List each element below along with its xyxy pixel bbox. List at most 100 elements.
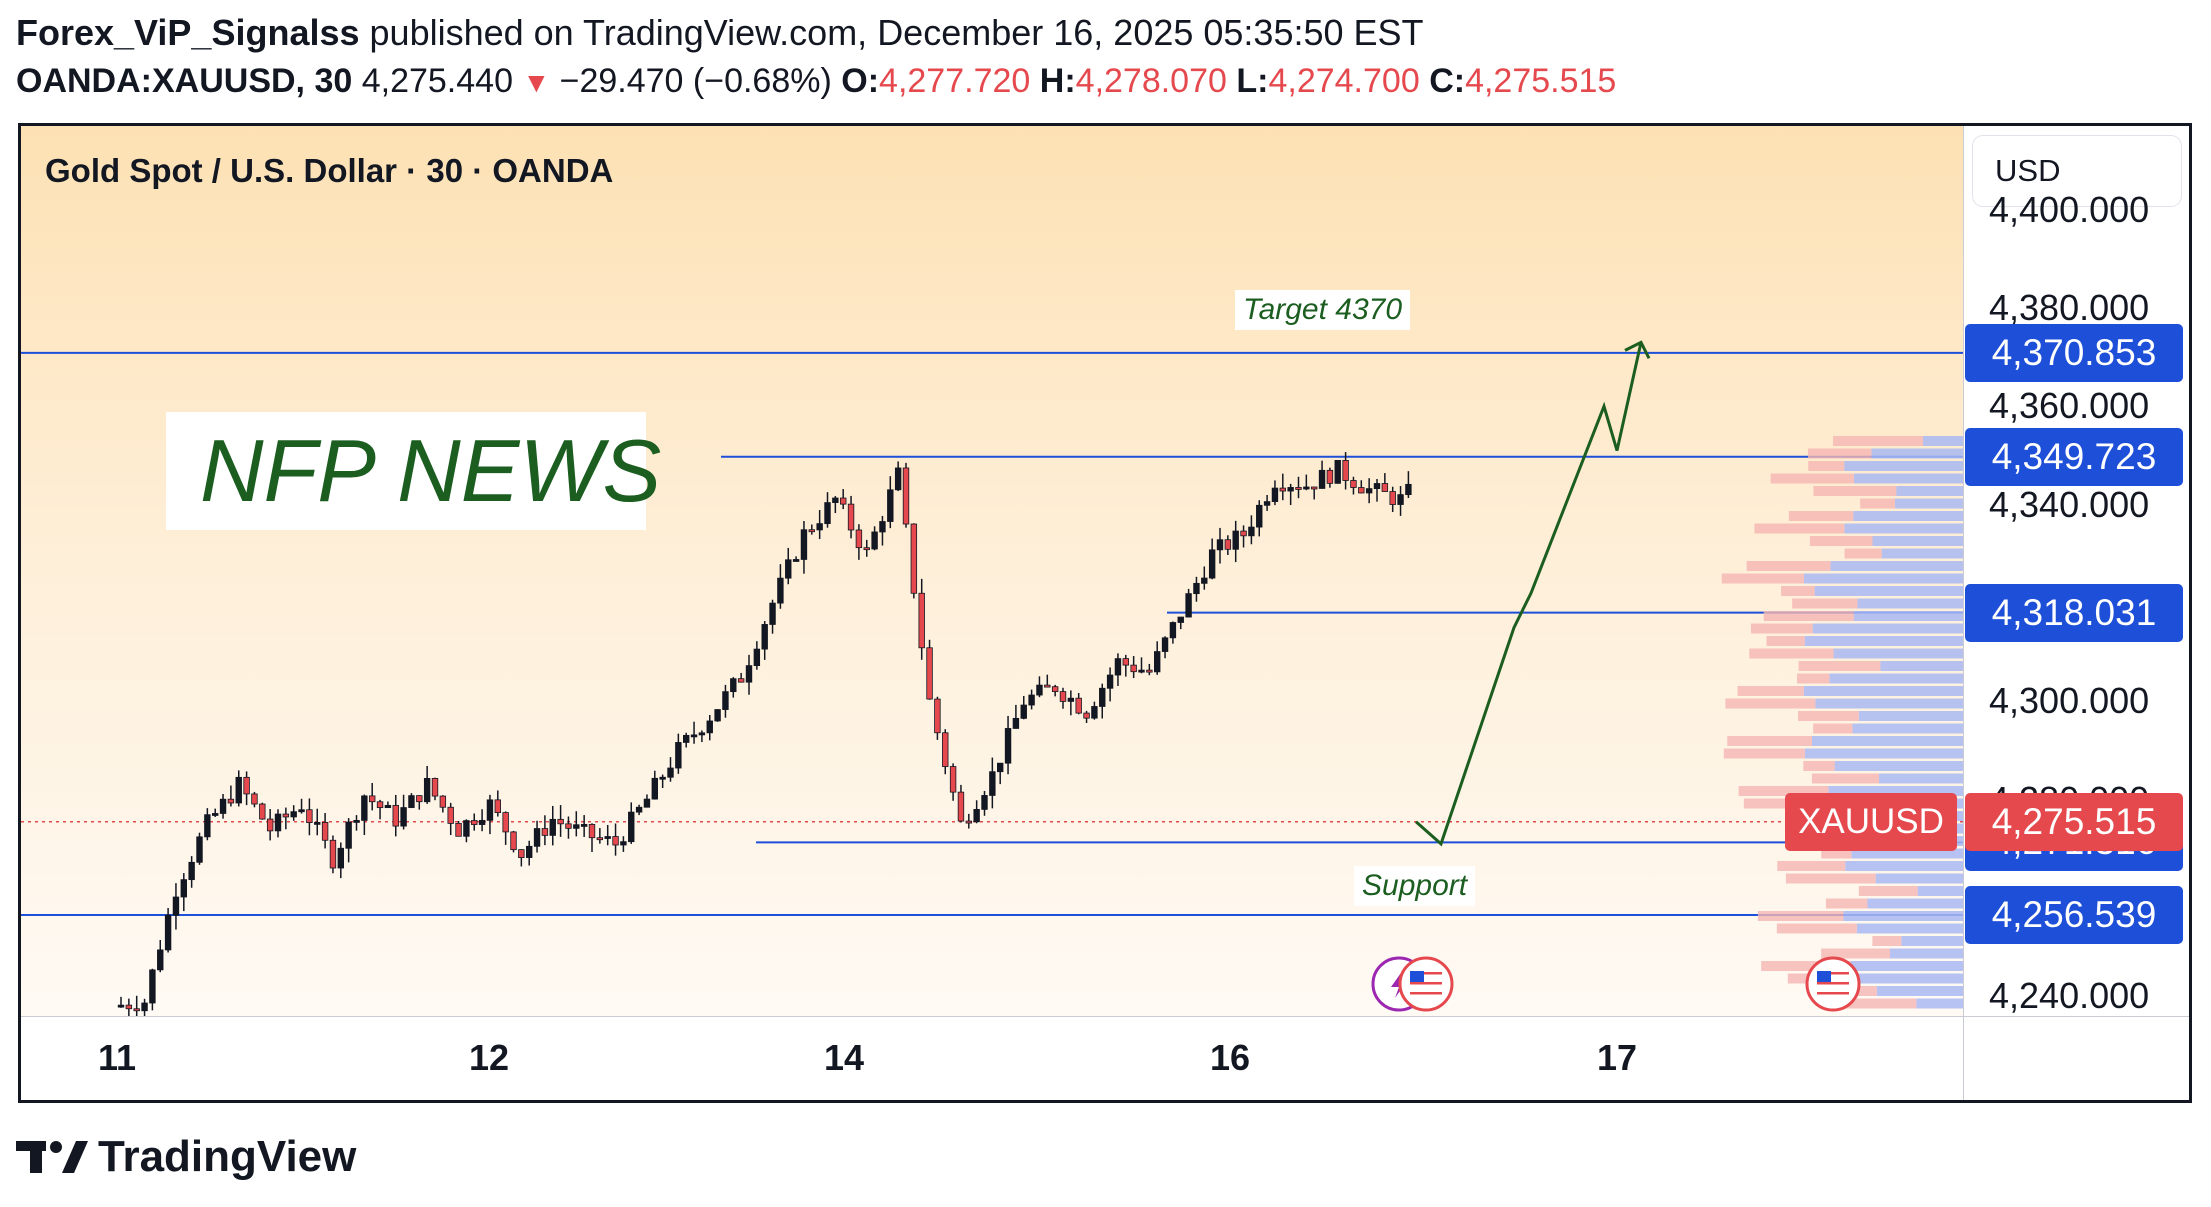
time-tick-label: 14: [823, 1037, 865, 1078]
candle-body: [926, 647, 933, 700]
candle-body: [879, 521, 886, 533]
volume-profile-bar: [1833, 436, 1923, 446]
volume-profile-bar: [1815, 698, 1963, 709]
candle-body: [1311, 486, 1318, 490]
candle-body: [172, 896, 180, 916]
candle-body: [164, 914, 172, 951]
candle-body: [1146, 669, 1153, 673]
price-chart[interactable]: [21, 126, 1963, 1016]
volume-profile-bar: [1844, 461, 1963, 471]
volume-profile-bar: [1725, 698, 1816, 709]
candle-body: [1138, 669, 1145, 673]
candle-body: [1169, 622, 1177, 639]
candle-body: [1358, 487, 1365, 494]
volume-profile-bar: [1792, 598, 1858, 609]
volume-profile-bar: [1738, 786, 1829, 796]
candle-body: [792, 559, 800, 562]
candle-body: [1020, 704, 1027, 719]
candle-body: [353, 820, 360, 823]
candle-body: [510, 831, 517, 851]
price-scale[interactable]: [1963, 126, 2189, 1016]
us-flag-stripe: [1410, 982, 1442, 985]
candle-body: [887, 489, 894, 522]
candle-body: [306, 809, 313, 824]
candle-body: [1342, 459, 1349, 481]
time-tick-label: 17: [1596, 1037, 1638, 1078]
open-label: O:: [841, 62, 880, 100]
volume-profile-bar: [1830, 561, 1963, 571]
candle-body: [557, 818, 564, 825]
candle-body: [730, 678, 737, 693]
candle-body: [290, 811, 297, 818]
candle-body: [541, 828, 549, 836]
plot-area[interactable]: Gold Spot / U.S. Dollar · 30 · OANDA NFP…: [21, 126, 1963, 1016]
candle-body: [1177, 616, 1184, 623]
quote-line: OANDA:XAUUSD, 30 4,275.440 ▼ −29.470 (−0…: [16, 62, 1616, 101]
candle-body: [274, 813, 282, 832]
volume-profile-bar: [1881, 548, 1963, 559]
price-tick-label: 4,360.000: [1989, 385, 2150, 427]
price-tick-label: 4,300.000: [1989, 680, 2150, 722]
volume-profile-bar: [1844, 548, 1882, 559]
volume-profile-bar: [1811, 773, 1879, 784]
candle-body: [675, 742, 682, 769]
volume-profile-bar: [1809, 536, 1873, 546]
time-axis[interactable]: 11 12 14 16 17: [21, 1016, 2189, 1100]
candle-body: [863, 547, 870, 551]
candle-body: [918, 592, 925, 649]
volume-profile-bar: [1814, 586, 1963, 596]
candle-body: [141, 1002, 148, 1012]
time-tick-label: 12: [468, 1037, 510, 1078]
volume-profile-bar: [1811, 736, 1963, 746]
time-tick-label: 16: [1209, 1037, 1251, 1078]
candle-body: [989, 771, 996, 796]
volume-profile-bar: [1845, 861, 1963, 871]
candle-body: [949, 766, 957, 793]
volume-profile-bar: [1750, 623, 1813, 634]
candle-body: [243, 776, 250, 795]
candle-body: [565, 823, 572, 829]
currency-button[interactable]: USD: [1973, 136, 2181, 206]
nfp-news-label: NFP NEWS: [166, 412, 661, 530]
candle-body: [737, 678, 745, 683]
candle-body: [1201, 577, 1208, 584]
candle-body: [1240, 530, 1247, 537]
candle-body: [1287, 487, 1294, 492]
volume-profile-bar: [1872, 936, 1902, 946]
candle-body: [635, 806, 643, 813]
volume-profile-bar: [1871, 448, 1963, 459]
candle-body: [690, 734, 698, 738]
candle-body: [1350, 480, 1357, 488]
candle-body: [643, 798, 651, 808]
volume-profile-bar: [1856, 923, 1963, 934]
author-name[interactable]: Forex_ViP_Signalss: [16, 12, 360, 53]
candle-body: [345, 821, 352, 849]
candle-body: [580, 824, 588, 827]
candle-body: [1271, 487, 1279, 502]
high-value: 4,278.070: [1075, 62, 1227, 100]
candle-body: [329, 839, 337, 869]
volume-profile-bar: [1858, 711, 1963, 721]
tradingview-brand[interactable]: TradingView: [98, 1132, 357, 1181]
candle-body: [1091, 706, 1098, 719]
candle-body: [117, 1004, 125, 1008]
candle-body: [149, 969, 156, 1004]
chart-title: Gold Spot / U.S. Dollar · 30 · OANDA: [45, 152, 614, 189]
chart-frame: Gold Spot / U.S. Dollar · 30 · OANDA NFP…: [18, 123, 2192, 1103]
volume-profile-bar: [1723, 748, 1805, 759]
candle-body: [683, 734, 690, 743]
candle-body: [1405, 483, 1412, 496]
candle-body: [1114, 658, 1122, 676]
us-flag-canton: [1410, 971, 1424, 982]
volume-profile-bar: [1889, 948, 1963, 959]
candle-body: [800, 529, 808, 560]
candle-body: [824, 502, 831, 525]
projection-path: [1415, 342, 1643, 847]
candle-body: [133, 1008, 140, 1012]
volume-profile-bar: [1880, 661, 1963, 671]
symbol-name[interactable]: OANDA:XAUUSD, 30: [16, 62, 353, 100]
level-price-label: 4,256.539: [1965, 886, 2183, 944]
candle-body: [1303, 486, 1310, 490]
volume-profile-bar: [1798, 661, 1881, 671]
us-flag-stripe: [1410, 977, 1442, 980]
